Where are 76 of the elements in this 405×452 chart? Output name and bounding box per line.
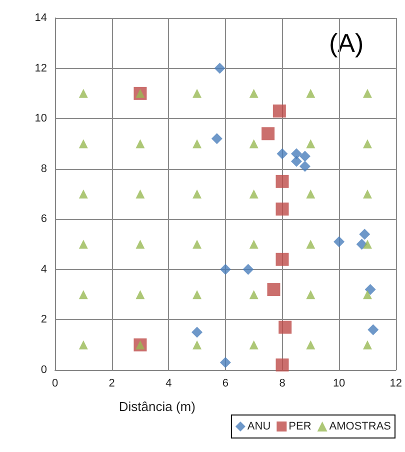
y-tick-label: 4: [40, 263, 47, 276]
point: [78, 340, 88, 350]
point: [362, 290, 372, 300]
y-tick-label: 14: [34, 12, 47, 24]
point: [272, 104, 286, 118]
point: [192, 88, 202, 98]
point: [306, 290, 316, 300]
y-tick-label: 12: [34, 62, 47, 74]
point: [242, 264, 254, 275]
point: [299, 150, 310, 162]
point: [362, 139, 372, 148]
x-tick-label: 12: [390, 378, 402, 390]
point: [249, 139, 258, 148]
point: [276, 252, 289, 266]
point: [78, 190, 88, 198]
point: [362, 190, 372, 198]
x-tick-label: 4: [166, 378, 172, 390]
point: [364, 284, 376, 296]
point: [276, 174, 289, 188]
x-axis-title: Distância (m): [118, 399, 196, 414]
point: [368, 324, 379, 336]
point: [306, 88, 316, 98]
point: [192, 340, 202, 350]
point: [78, 290, 88, 300]
point: [136, 190, 145, 198]
point: [276, 358, 289, 372]
point: [249, 340, 258, 350]
point: [211, 133, 222, 144]
x-tick-label: 0: [52, 378, 58, 390]
point: [267, 283, 280, 296]
legend-label: ANU: [247, 420, 271, 432]
y-tick-label: 0: [40, 364, 47, 376]
x-tick-label: 10: [332, 378, 346, 390]
legend-label: PER: [288, 420, 312, 432]
point: [220, 264, 231, 275]
point: [334, 236, 345, 248]
point: [136, 139, 145, 148]
point: [136, 290, 145, 300]
point: [78, 240, 88, 249]
y-tick-label: 10: [34, 112, 47, 125]
point: [249, 88, 258, 98]
x-tick-label: 6: [222, 378, 229, 390]
point: [249, 190, 258, 198]
y-tick-label: 8: [40, 162, 47, 175]
point: [192, 139, 202, 148]
point: [278, 320, 292, 334]
y-tick-label: 6: [40, 213, 47, 226]
point: [362, 88, 372, 98]
point: [306, 190, 316, 198]
y-tick-label: 2: [40, 314, 47, 326]
point: [78, 139, 88, 148]
x-tick-label: 2: [108, 378, 115, 390]
point: [192, 190, 202, 198]
point: [262, 127, 275, 140]
point: [276, 148, 288, 160]
point: [359, 228, 370, 240]
point: [299, 160, 310, 172]
point: [306, 240, 316, 249]
point: [249, 240, 258, 249]
x-tick-label: 8: [279, 378, 286, 390]
point: [290, 156, 302, 167]
point: [192, 240, 202, 249]
point: [306, 340, 316, 350]
legend-label: AMOSTRAS: [329, 420, 392, 432]
point: [362, 340, 372, 350]
point: [306, 139, 316, 148]
point: [249, 290, 258, 300]
point: [192, 326, 203, 338]
point: [276, 202, 289, 216]
point: [78, 88, 88, 98]
point: [192, 290, 202, 300]
point: [214, 62, 226, 74]
annotation: (A): [329, 28, 364, 58]
point: [136, 240, 145, 249]
point: [220, 356, 231, 368]
point: [362, 240, 372, 249]
